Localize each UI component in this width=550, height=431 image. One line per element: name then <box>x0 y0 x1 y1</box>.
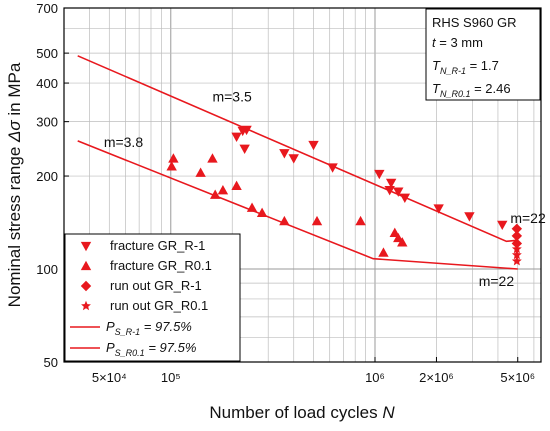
design-line-1 <box>77 140 518 270</box>
info-title: RHS S960 GR <box>432 15 517 30</box>
legend-label-fracture-r01: fracture GR_R0.1 <box>110 258 212 273</box>
legend: fracture GR_R-1 fracture GR_R0.1 run out… <box>64 233 241 362</box>
data-point-diamond <box>511 223 523 234</box>
info-box: RHS S960 GR t = 3 mm TN_R-1 = 1.7 TN_R0.… <box>425 8 541 101</box>
info-thickness: t = 3 mm <box>432 35 483 50</box>
data-point-triangle-down <box>384 186 395 196</box>
data-point-triangle-down <box>308 140 319 151</box>
design-lines <box>77 55 518 270</box>
data-point-triangle-up <box>378 247 389 257</box>
y-axis-title: Nominal stress range Δσ in MPa <box>5 62 24 307</box>
data-point-triangle-down <box>497 220 508 231</box>
info-tn-r-1: TN_R-1 = 1.7 <box>432 58 499 76</box>
legend-label-fracture-r-1: fracture GR_R-1 <box>110 238 205 253</box>
data-point-triangle-up <box>231 180 242 190</box>
legend-symbol-diamond <box>80 280 92 292</box>
legend-label-line-r01: PS_R0.1 = 97.5% <box>106 340 196 358</box>
slope-label: m=22 <box>479 273 515 289</box>
data-point-triangle-up <box>256 207 268 218</box>
x-tick-label: 10⁶ <box>365 370 385 385</box>
y-tick-label: 700 <box>36 1 58 16</box>
y-tick-label: 300 <box>36 115 58 130</box>
data-point-triangle-down <box>374 169 385 180</box>
plot-frame <box>63 7 542 363</box>
data-point-triangle-down <box>399 193 411 204</box>
data-point-triangle-down <box>279 149 290 159</box>
data-point-triangle-up <box>246 202 258 212</box>
data-point-triangle-down <box>385 178 397 189</box>
data-point-triangle-up <box>166 161 177 171</box>
legend-label-line-r-1: PS_R-1 = 97.5% <box>106 319 192 337</box>
data-point-triangle-down <box>393 187 404 197</box>
data-point-triangle-down <box>327 163 338 173</box>
y-tick-label: 500 <box>36 46 58 61</box>
slope-label: m=3.5 <box>212 89 252 105</box>
axis-ticks: 5×10⁴ 10⁵ 10⁶ 2×10⁶ 5×10⁶ 50 100 200 300 400 500 70… <box>36 1 535 385</box>
x-axis-title: Number of load cycles N <box>209 403 395 422</box>
data-point-triangle-down <box>433 204 444 214</box>
data-point-diamond <box>511 230 523 242</box>
data-point-triangle-down <box>464 212 475 222</box>
x-tick-label: 2×10⁶ <box>419 370 454 385</box>
y-tick-label: 400 <box>36 76 58 91</box>
info-tn-r01: TN_R0.1 = 2.46 <box>432 81 511 99</box>
data-point-triangle-up <box>311 215 323 226</box>
y-tick-label: 50 <box>44 355 58 370</box>
data-point-triangle-up <box>209 189 221 199</box>
slope-label: m=3.8 <box>104 134 144 150</box>
data-point-triangle-up <box>397 237 408 247</box>
legend-frame <box>64 233 241 362</box>
data-point-triangle-up <box>217 184 229 195</box>
legend-symbol-triangle-up <box>80 260 92 271</box>
legend-symbol-triangle-down <box>80 241 92 252</box>
data-point-diamond <box>511 238 523 249</box>
data-point-triangle-up <box>195 167 206 177</box>
data-point-star <box>511 249 522 260</box>
legend-label-runout-r01: run out GR_R0.1 <box>110 298 208 313</box>
data-point-triangle-down <box>231 132 242 142</box>
legend-symbol-star <box>81 300 91 311</box>
data-point-triangle-down <box>239 144 250 155</box>
data-point-star <box>511 243 522 254</box>
data-point-star <box>511 256 522 266</box>
data-point-triangle-down <box>288 154 299 164</box>
x-tick-label: 5×10⁴ <box>92 370 127 385</box>
data-point-triangle-down <box>241 125 252 136</box>
x-tick-label: 5×10⁶ <box>500 370 535 385</box>
data-point-triangle-up <box>207 153 218 163</box>
legend-label-runout-r-1: run out GR_R-1 <box>110 278 202 293</box>
design-line-0 <box>77 55 518 243</box>
legend-symbols <box>80 241 92 311</box>
x-tick-label: 10⁵ <box>161 370 181 385</box>
data-point-triangle-up <box>279 215 290 226</box>
slope-label: m=22 <box>510 210 546 226</box>
y-tick-label: 200 <box>36 169 58 184</box>
data-markers <box>166 125 523 266</box>
info-box-frame <box>425 8 541 101</box>
data-point-triangle-up <box>168 153 179 163</box>
y-tick-label: 100 <box>36 262 58 277</box>
data-point-triangle-up <box>355 215 366 226</box>
slope-annotations: m=3.5 m=3.8 m=22 m=22 <box>104 89 546 289</box>
